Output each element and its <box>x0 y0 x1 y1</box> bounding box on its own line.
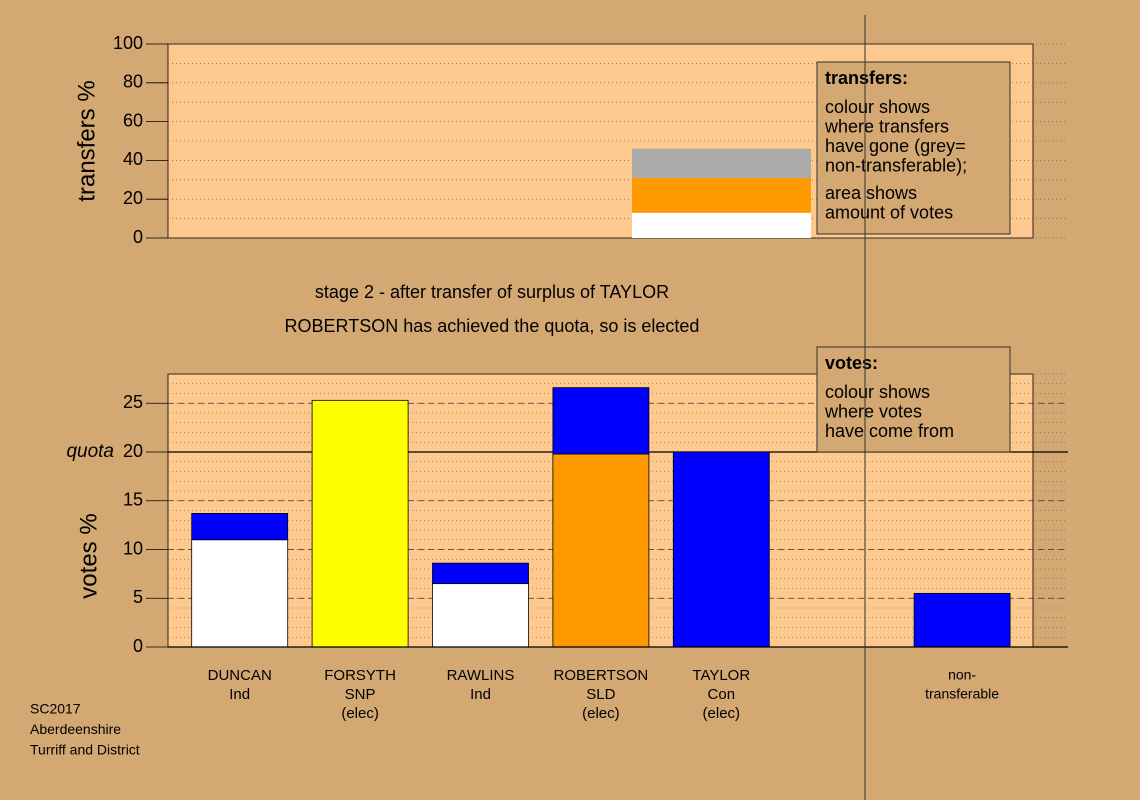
x-tick-label: non- <box>948 667 976 683</box>
x-tick-label: (elec) <box>341 705 379 722</box>
x-tick-label: SLD <box>586 686 615 703</box>
quota-label: quota <box>66 441 114 462</box>
y-tick-label: 20 <box>123 441 143 461</box>
x-tick-label: Ind <box>229 686 250 703</box>
y-tick-label: 60 <box>123 110 143 130</box>
note-text: amount of votes <box>825 202 953 222</box>
note-text: where transfers <box>824 116 949 136</box>
bottom-y-label: votes % <box>75 513 102 598</box>
note-box <box>816 346 1011 453</box>
y-tick-label: 0 <box>133 636 143 656</box>
note-text: have gone (grey= <box>825 136 966 156</box>
footer-text: SC2017 <box>30 701 81 717</box>
y-tick-label: 5 <box>133 587 143 607</box>
stage-title: stage 2 - after transfer of surplus of T… <box>315 282 669 302</box>
note-heading: votes: <box>825 353 878 373</box>
y-tick-label: 80 <box>123 72 143 92</box>
bar-segment <box>191 513 289 541</box>
bar-segment <box>632 212 811 238</box>
note-text: non-transferable); <box>825 155 967 175</box>
bar-segment <box>672 451 770 648</box>
bar-segment <box>632 148 811 178</box>
stage-subtitle: ROBERTSON has achieved the quota, so is … <box>285 316 700 336</box>
x-tick-label: SNP <box>345 686 376 703</box>
y-tick-label: 100 <box>113 33 143 53</box>
note-box <box>816 61 1011 235</box>
bar-segment <box>552 453 650 648</box>
y-tick-label: 0 <box>133 227 143 247</box>
note-text: have come from <box>825 421 954 441</box>
x-tick-label: (elec) <box>582 705 620 722</box>
footer-text: Turriff and District <box>30 742 140 758</box>
bar-segment <box>913 592 1011 648</box>
note-text: area shows <box>825 183 917 203</box>
x-tick-label: ROBERTSON <box>554 667 649 684</box>
y-tick-label: 40 <box>123 149 143 169</box>
x-tick-label: TAYLOR <box>692 667 750 684</box>
footer-text: Aberdeenshire <box>30 721 121 737</box>
x-tick-label: transferable <box>925 686 999 702</box>
x-tick-label: RAWLINS <box>447 667 515 684</box>
x-tick-label: (elec) <box>703 705 741 722</box>
note-heading: transfers: <box>825 68 908 88</box>
y-tick-label: 10 <box>123 538 143 558</box>
bar-segment <box>552 387 650 455</box>
bar-segment <box>632 177 811 213</box>
note-text: colour shows <box>825 97 930 117</box>
y-tick-label: 25 <box>123 392 143 412</box>
x-tick-label: DUNCAN <box>208 667 272 684</box>
note-text: colour shows <box>825 382 930 402</box>
note-text: where votes <box>824 401 922 421</box>
bar-segment <box>432 562 529 585</box>
y-tick-label: 20 <box>123 188 143 208</box>
y-tick-label: 15 <box>123 490 143 510</box>
x-tick-label: Con <box>708 686 736 703</box>
bar-segment <box>432 583 529 648</box>
x-tick-label: FORSYTH <box>324 667 396 684</box>
x-tick-label: Ind <box>470 686 491 703</box>
top-y-label: transfers % <box>73 80 100 201</box>
bar-segment <box>311 399 409 648</box>
bar-segment <box>191 539 289 648</box>
